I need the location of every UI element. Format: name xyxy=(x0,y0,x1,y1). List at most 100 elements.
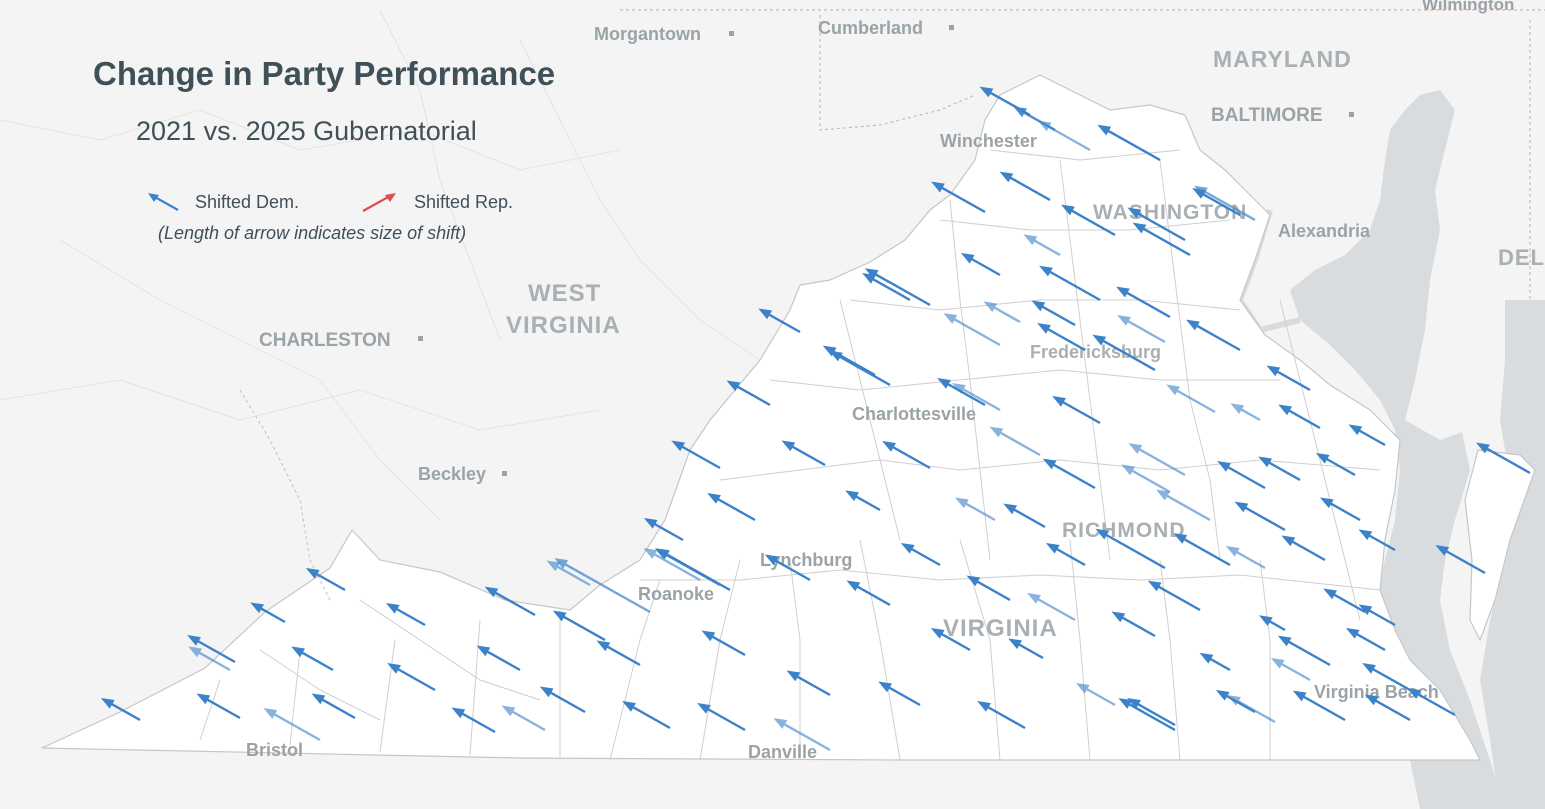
shift-arrow xyxy=(387,663,436,692)
shift-arrow xyxy=(1192,188,1241,217)
shift-arrow xyxy=(1075,682,1116,707)
shift-arrow xyxy=(1199,652,1231,672)
shift-arrow xyxy=(822,345,876,377)
shift-arrow xyxy=(1230,403,1261,422)
shift-arrow xyxy=(1156,489,1211,522)
shift-arrow xyxy=(1319,497,1361,522)
place-washington: WASHINGTON xyxy=(1093,201,1247,224)
shift-arrow xyxy=(1225,545,1266,570)
shift-arrow xyxy=(1358,604,1396,627)
state-border-wv-ky xyxy=(239,389,331,601)
place-marker xyxy=(502,471,507,476)
shift-arrow xyxy=(1278,404,1321,430)
shift-arrow xyxy=(1407,688,1456,717)
shift-arrow xyxy=(862,273,911,302)
shift-arrow xyxy=(539,686,586,714)
shift-arrow xyxy=(966,575,1011,602)
shift-arrow xyxy=(1092,334,1156,372)
shift-arrow xyxy=(187,635,236,664)
shift-arrow xyxy=(1117,315,1166,344)
shift-arrow xyxy=(952,383,1001,412)
shift-arrow xyxy=(707,493,756,522)
shift-arrow xyxy=(786,670,831,697)
place-virginia-beach: Virginia Beach xyxy=(1314,682,1439,702)
shift-arrow xyxy=(1315,452,1356,477)
shift-arrow xyxy=(1147,580,1201,612)
shift-arrow xyxy=(1037,323,1086,352)
state-label-west: WEST xyxy=(528,280,601,307)
shift-arrow xyxy=(250,602,286,624)
shift-arrow xyxy=(960,252,1001,277)
legend: Shifted Dem. Shifted Rep. (Length of arr… xyxy=(140,188,560,258)
shift-arrow xyxy=(385,602,426,627)
shift-arrow xyxy=(1052,396,1101,425)
shift-arrow xyxy=(1234,501,1286,532)
place-danville: Danville xyxy=(748,742,817,762)
place-alexandria: Alexandria xyxy=(1278,221,1371,241)
shift-arrow xyxy=(764,554,811,582)
place-marker xyxy=(729,31,734,36)
shift-arrow xyxy=(546,560,591,587)
place-beckley: Beckley xyxy=(418,464,486,484)
place-morgantown: Morgantown xyxy=(594,24,701,44)
shift-arrow xyxy=(291,646,334,672)
place-fredericksburg: Fredericksburg xyxy=(1030,342,1161,362)
shift-arrow xyxy=(263,708,321,742)
legend-dem-label: Shifted Dem. xyxy=(195,191,300,212)
shift-arrow xyxy=(1013,106,1056,132)
shift-arrow xyxy=(1281,535,1326,562)
state-label-delaware: DEL xyxy=(1498,245,1545,270)
shift-arrow xyxy=(484,586,536,617)
state-label-maryland: MARYLAND xyxy=(1213,46,1352,72)
shift-arrow xyxy=(196,693,241,720)
shift-arrow xyxy=(846,580,891,607)
shift-arrow xyxy=(1023,234,1061,257)
shift-arrow xyxy=(451,707,496,734)
shift-arrow xyxy=(1217,461,1266,490)
shift-arrow xyxy=(1061,204,1116,237)
shift-arrow xyxy=(954,497,996,522)
shift-arrow xyxy=(1121,464,1171,494)
shift-arrow xyxy=(697,703,746,732)
shift-arrow xyxy=(878,681,921,707)
place-wilmington: Wilmington xyxy=(1422,0,1514,14)
shift-arrow xyxy=(1003,503,1046,529)
shift-arrow xyxy=(1039,265,1101,302)
virginia-outline xyxy=(41,74,1481,761)
shift-arrow xyxy=(943,313,1001,347)
shift-arrow xyxy=(622,701,671,730)
shift-arrow xyxy=(726,380,771,407)
maryland-border xyxy=(620,9,1545,300)
shift-arrow xyxy=(671,440,721,470)
shift-arrow xyxy=(1097,124,1161,162)
shift-arrow xyxy=(773,718,831,752)
shift-arrow xyxy=(900,542,941,567)
place-winchester: Winchester xyxy=(940,131,1037,151)
place-richmond: RICHMOND xyxy=(1062,519,1186,542)
shift-arrow xyxy=(989,426,1041,457)
shift-arrows xyxy=(100,86,1531,752)
shift-arrow xyxy=(1027,593,1076,622)
shift-arrow xyxy=(983,301,1021,324)
shift-arrow xyxy=(1258,456,1301,482)
shift-arrow xyxy=(999,171,1051,202)
shift-arrow xyxy=(1258,615,1286,632)
shift-arrow xyxy=(1128,443,1186,477)
shift-arrow xyxy=(552,610,606,642)
shift-arrow xyxy=(1111,611,1156,638)
shift-arrow xyxy=(1358,529,1396,552)
shift-arrow xyxy=(1323,588,1366,614)
dem-arrow-icon xyxy=(148,193,179,211)
legend-item-dem: Shifted Dem. xyxy=(145,188,299,216)
shift-arrow xyxy=(845,490,881,512)
state-label-virginia-wv: VIRGINIA xyxy=(506,312,621,339)
shift-arrow xyxy=(1042,458,1096,490)
shift-arrow xyxy=(476,645,521,672)
place-marker xyxy=(1349,112,1354,117)
place-charlottesville: Charlottesville xyxy=(852,404,976,424)
shift-arrow xyxy=(311,693,356,720)
shift-arrow xyxy=(1348,424,1386,447)
shift-arrow xyxy=(1435,545,1486,575)
county-lines xyxy=(199,149,1381,761)
